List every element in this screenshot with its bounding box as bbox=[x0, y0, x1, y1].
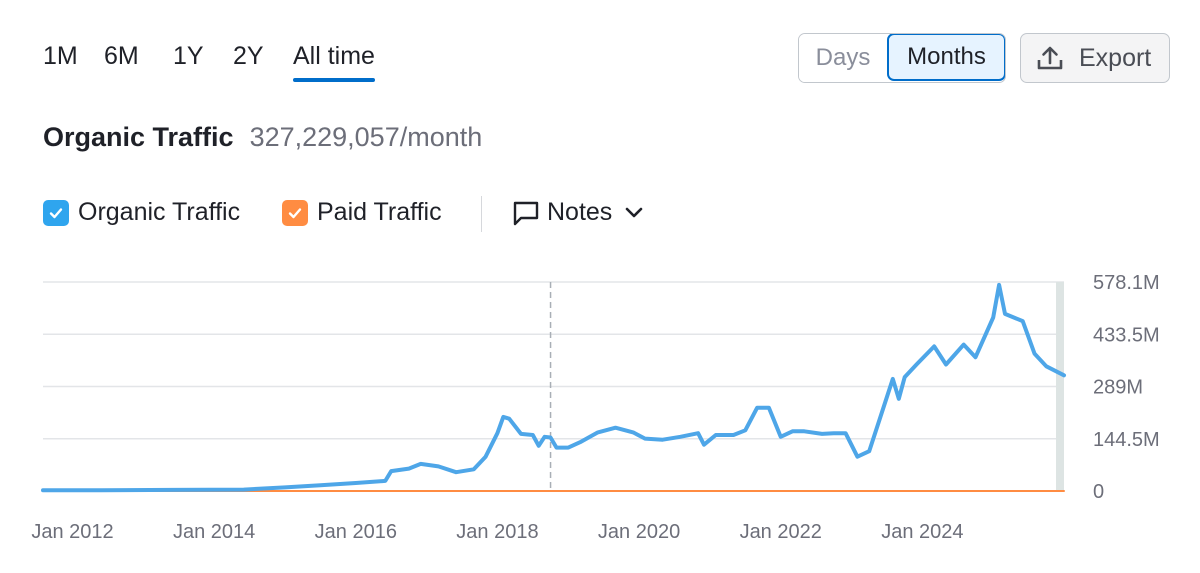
tab-all-time[interactable]: All time bbox=[293, 42, 375, 82]
end-highlight-bar bbox=[1056, 282, 1064, 491]
legend-paid-toggle[interactable]: Paid Traffic bbox=[282, 198, 442, 227]
chart-grid bbox=[43, 281, 1064, 492]
days-button[interactable]: Days bbox=[799, 34, 887, 82]
legend-organic-toggle[interactable]: Organic Traffic bbox=[43, 198, 240, 227]
y-tick-label: 289M bbox=[1093, 377, 1143, 399]
tab-1m[interactable]: 1M bbox=[43, 42, 78, 70]
x-tick-label: Jan 2012 bbox=[31, 521, 113, 543]
x-tick-label: Jan 2020 bbox=[598, 521, 680, 543]
export-label: Export bbox=[1079, 43, 1152, 72]
x-tick-label: Jan 2024 bbox=[881, 521, 963, 543]
traffic-chart: 0 144.5M 289M 433.5M 578.1M Jan 2012 Jan 2014… bbox=[31, 272, 1160, 543]
y-tick-label: 144.5M bbox=[1093, 429, 1160, 451]
y-tick-label: 578.1M bbox=[1093, 272, 1160, 294]
y-axis-ticks: 0 144.5M 289M 433.5M 578.1M bbox=[1093, 272, 1160, 503]
months-button[interactable]: Months bbox=[887, 34, 1005, 81]
comment-icon bbox=[513, 201, 539, 225]
tab-2y[interactable]: 2Y bbox=[233, 42, 264, 70]
x-tick-label: Jan 2014 bbox=[173, 521, 255, 543]
page-title: Organic Traffic bbox=[43, 122, 234, 152]
notes-dropdown[interactable]: Notes bbox=[512, 198, 644, 227]
legend-paid-label: Paid Traffic bbox=[317, 198, 442, 226]
x-axis-ticks: Jan 2012 Jan 2014 Jan 2016 Jan 2018 Jan 2020… bbox=[31, 521, 963, 543]
x-tick-label: Jan 2016 bbox=[315, 521, 397, 543]
y-tick-label: 0 bbox=[1093, 481, 1104, 503]
metric-header: Organic Traffic 327,229,057/month bbox=[43, 122, 482, 153]
granularity-toggle: Days Months bbox=[798, 33, 1006, 83]
notes-label: Notes bbox=[547, 198, 613, 226]
export-button[interactable]: Export bbox=[1020, 33, 1170, 83]
chevron-down-icon bbox=[626, 207, 643, 217]
x-tick-label: Jan 2018 bbox=[456, 521, 538, 543]
legend-organic-label: Organic Traffic bbox=[78, 198, 241, 226]
y-tick-label: 433.5M bbox=[1093, 324, 1160, 346]
check-icon bbox=[43, 199, 69, 226]
legend-divider bbox=[481, 196, 482, 232]
check-icon bbox=[282, 199, 308, 226]
organic-traffic-line bbox=[41, 282, 1066, 493]
upload-icon bbox=[1037, 46, 1063, 70]
traffic-value: 327,229,057/month bbox=[249, 122, 483, 152]
tab-6m[interactable]: 6M bbox=[104, 42, 139, 70]
x-tick-label: Jan 2022 bbox=[740, 521, 822, 543]
tab-1y[interactable]: 1Y bbox=[173, 42, 204, 70]
